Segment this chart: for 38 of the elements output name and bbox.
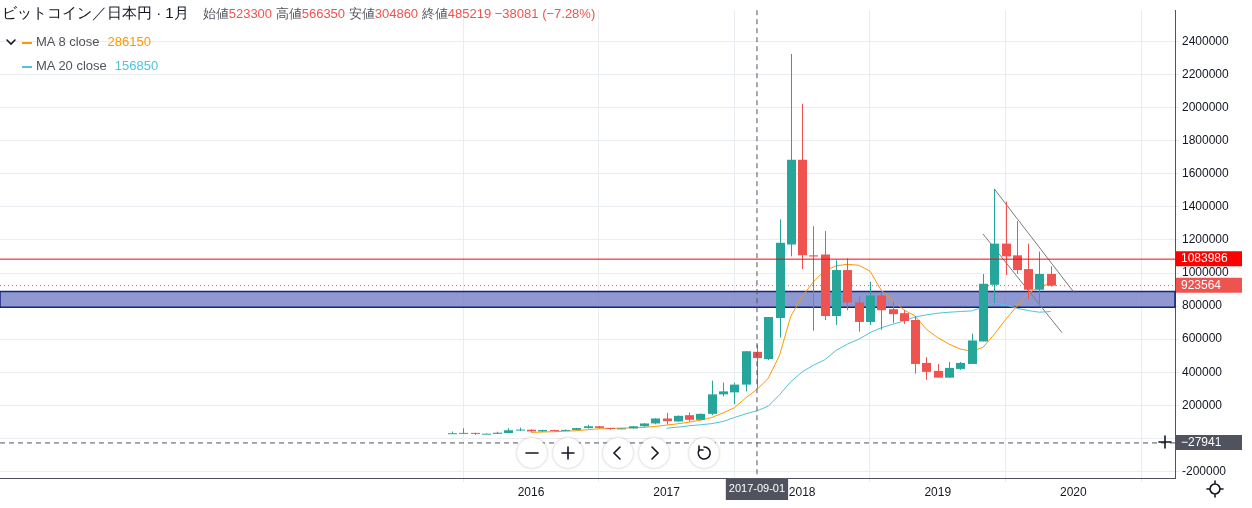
x-tick-label: 2019 (924, 484, 952, 499)
chart-title: ビットコイン／日本円 · 1月 (2, 4, 189, 21)
candlestick (922, 356, 931, 381)
legend-label: MA 20 close (36, 58, 107, 73)
y-tick-label: 2200000 (1182, 66, 1230, 81)
candlestick (1002, 201, 1011, 276)
candlestick (1035, 251, 1044, 304)
x-tick-label: 2017 (653, 484, 681, 499)
candlestick (877, 291, 886, 331)
candlestick (968, 333, 977, 365)
y-tick-label: 2400000 (1182, 33, 1230, 48)
x-tick-label: 2018 (788, 484, 816, 499)
text: 始値523300 高値566350 安値304860 終値485219 −38081 (−7.28%) (202, 6, 596, 21)
y-tick-label: 400000 (1182, 364, 1223, 379)
y-tick-label: 200000 (1182, 397, 1223, 412)
y-tick-label: 1800000 (1182, 133, 1230, 148)
y-tick-label: 800000 (1182, 298, 1223, 313)
y-tick-label: 600000 (1182, 331, 1223, 346)
legend-label: MA 8 close (36, 34, 100, 49)
y-tick-label: -200000 (1182, 463, 1227, 478)
candlestick (855, 296, 864, 333)
y-tick-label: 1600000 (1182, 166, 1230, 181)
candlestick (730, 382, 739, 405)
y-tick-label: 1000000 (1182, 265, 1230, 280)
y-tick-label: 2000000 (1182, 100, 1230, 115)
ref-line-label: 923564 (1181, 277, 1222, 292)
candlestick (708, 380, 717, 416)
y-tick-label: 1200000 (1182, 232, 1230, 247)
x-tick-label: 2020 (1059, 484, 1087, 499)
ref-line-label: 1083986 (1181, 251, 1229, 266)
y-tick-label: 1400000 (1182, 199, 1230, 214)
annotation: 156850 (114, 58, 159, 73)
annotation: 286150 (107, 34, 151, 49)
candlestick (889, 300, 898, 324)
ref-line-label: −27941 (1181, 435, 1222, 450)
candlestick (459, 427, 468, 435)
x-tick-label: 2016 (517, 484, 545, 499)
ref-line-label: 2017-09-01 (728, 482, 786, 495)
